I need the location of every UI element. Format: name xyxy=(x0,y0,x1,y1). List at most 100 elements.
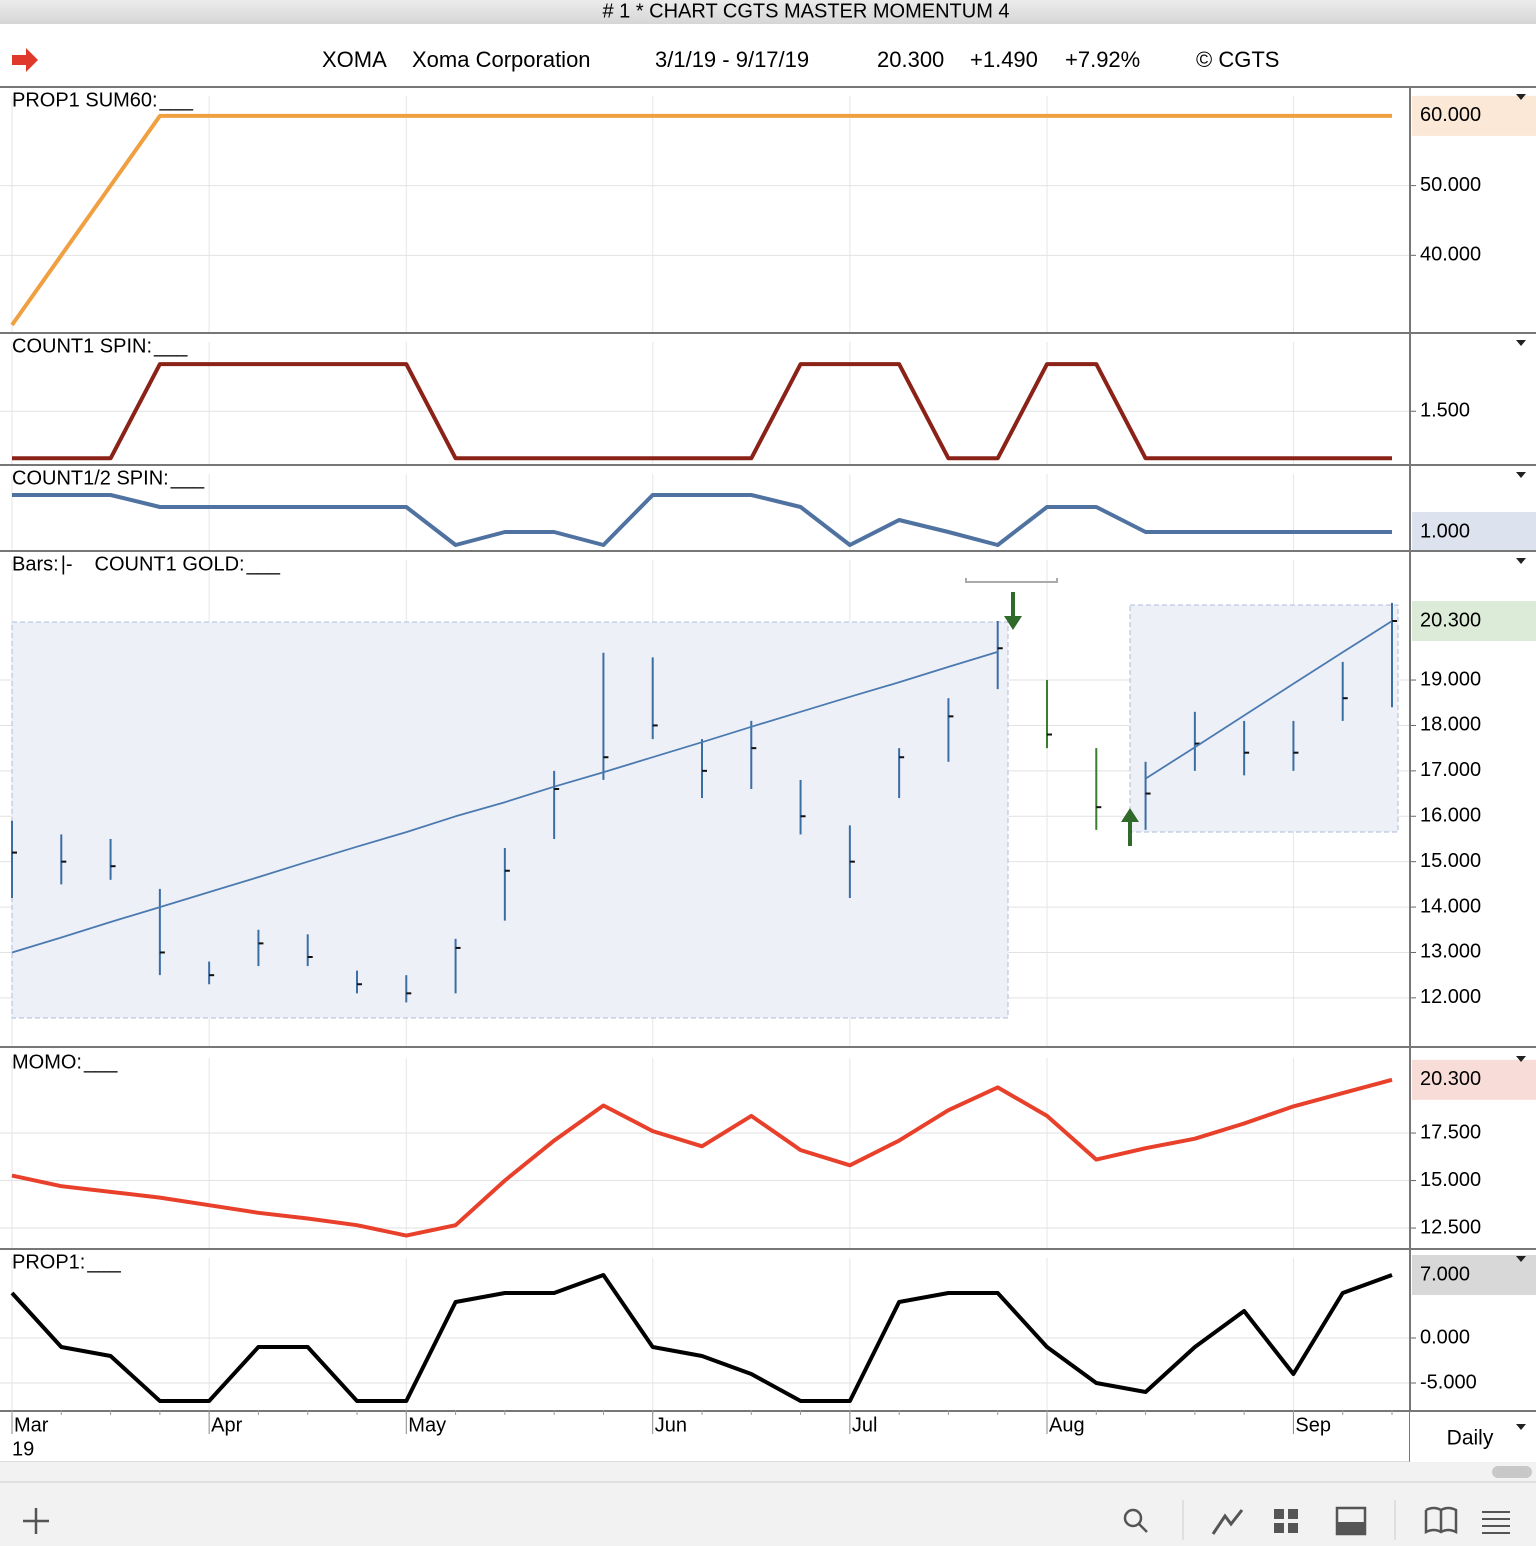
panel-menu[interactable] xyxy=(1516,472,1526,478)
y-tick-label: 15.000 xyxy=(1420,1169,1481,1191)
panel-menu[interactable] xyxy=(1516,1056,1526,1062)
x-tick-label: May xyxy=(408,1414,446,1436)
y-tick-label: 50.000 xyxy=(1420,174,1481,196)
line xyxy=(12,362,1392,461)
y-tick-label: 13.000 xyxy=(1420,941,1481,963)
menu-button[interactable] xyxy=(1482,1511,1510,1534)
search-handle xyxy=(1138,1523,1148,1533)
scrollbar[interactable] xyxy=(1492,1466,1532,1478)
title-bar xyxy=(0,0,1536,24)
x-tick-label: Aug xyxy=(1049,1414,1085,1436)
legend-marker: ___ xyxy=(159,89,194,111)
last-value-box xyxy=(1412,95,1536,136)
y-tick-label: 1.500 xyxy=(1420,400,1470,422)
line xyxy=(11,620,1393,954)
grid xyxy=(0,96,1410,332)
legend-title: COUNT1 SPIN: xyxy=(12,335,152,357)
panel-background xyxy=(0,1250,1536,1410)
grid xyxy=(0,1058,1410,1248)
last-value-label: 1.000 xyxy=(1420,520,1470,542)
legend-marker: ___ xyxy=(83,1051,118,1073)
y-tick-label: 18.000 xyxy=(1420,714,1481,736)
last-value-label: 20.300 xyxy=(1420,1068,1481,1090)
panel-menu[interactable] xyxy=(1516,340,1526,346)
last-price: 20.300 xyxy=(877,47,944,72)
last-value-box xyxy=(1412,1255,1536,1296)
panel-menu[interactable] xyxy=(1516,1256,1526,1262)
panel-background xyxy=(0,1050,1536,1248)
panel-menu[interactable] xyxy=(1516,558,1526,564)
legend-title: MOMO: xyxy=(12,1051,82,1073)
range-box xyxy=(1129,604,1399,833)
grid-button[interactable] xyxy=(1288,1523,1298,1533)
legend-marker: ___ xyxy=(170,467,205,489)
add-button[interactable] xyxy=(23,1508,49,1534)
y-tick-label: 15.000 xyxy=(1420,850,1481,872)
legend-marker: |- xyxy=(61,553,73,575)
last-value-box xyxy=(1412,1059,1536,1100)
bracket xyxy=(965,578,1058,583)
draw-button[interactable] xyxy=(1211,1509,1244,1535)
last-value-label: 20.300 xyxy=(1420,609,1481,631)
line xyxy=(11,1077,1393,1238)
x-tick-label: Jun xyxy=(655,1414,687,1436)
change: +1.490 xyxy=(970,47,1038,72)
grid-button[interactable] xyxy=(1274,1523,1284,1533)
y-tick-label: 12.000 xyxy=(1420,986,1481,1008)
x-year-label: 19 xyxy=(12,1438,34,1460)
y-tick-label: 19.000 xyxy=(1420,668,1481,690)
book-button[interactable] xyxy=(1424,1506,1458,1535)
symbol: XOMA xyxy=(322,47,387,72)
timeframe-box[interactable] xyxy=(1410,1412,1536,1462)
last-value-label: 60.000 xyxy=(1420,104,1481,126)
line xyxy=(10,113,1392,327)
legend-marker: ___ xyxy=(246,553,281,575)
y-tick-label: 0.000 xyxy=(1420,1326,1470,1348)
sell-arrow-head xyxy=(1004,616,1022,630)
x-tick-label: Mar xyxy=(14,1414,49,1436)
change-pct: +7.92% xyxy=(1065,47,1140,72)
y-tick-label: 14.000 xyxy=(1420,895,1481,917)
grid-button[interactable] xyxy=(1274,1509,1284,1519)
legend-marker: ___ xyxy=(86,1251,121,1273)
range-box xyxy=(11,621,1009,1019)
company: Xoma Corporation xyxy=(412,47,591,72)
annotations xyxy=(11,578,1399,1019)
grid-button[interactable] xyxy=(1288,1509,1298,1519)
buy-arrow-head xyxy=(1121,808,1139,822)
copyright: © CGTS xyxy=(1196,47,1279,72)
dropdown[interactable] xyxy=(1516,1424,1526,1430)
last-value-box xyxy=(1412,601,1536,642)
menu-arrow[interactable] xyxy=(12,48,38,72)
y-tick-label: 17.000 xyxy=(1420,759,1481,781)
line xyxy=(12,493,1392,547)
layout-fill xyxy=(1337,1522,1365,1534)
legend-title: PROP1 SUM60: xyxy=(12,89,158,111)
legend-label: COUNT1 GOLD: xyxy=(95,553,245,575)
window-title: # 1 * CHART CGTS MASTER MOMENTUM 4 xyxy=(602,0,1009,22)
grid xyxy=(0,1258,1410,1410)
panel-background xyxy=(0,88,1536,332)
y-tick-label: 16.000 xyxy=(1420,805,1481,827)
line xyxy=(10,1273,1393,1403)
last-value-label: 7.000 xyxy=(1420,1263,1470,1285)
toolbar xyxy=(0,1462,1536,1546)
panel-background xyxy=(0,334,1536,464)
panel-menu[interactable] xyxy=(1516,94,1526,100)
y-tick-label: -5.000 xyxy=(1420,1371,1477,1393)
y-tick-label: 12.500 xyxy=(1420,1216,1481,1238)
timeframe[interactable]: Daily xyxy=(1447,1427,1494,1450)
signal-arrows xyxy=(1004,592,1139,846)
y-tick-label: 40.000 xyxy=(1420,244,1481,266)
last-value-box xyxy=(1412,512,1536,552)
x-tick-label: Sep xyxy=(1295,1414,1331,1436)
x-tick-label: Apr xyxy=(211,1414,242,1436)
date-range: 3/1/19 - 9/17/19 xyxy=(655,47,809,72)
legend-title: COUNT1/2 SPIN: xyxy=(12,467,169,489)
legend-title: PROP1: xyxy=(12,1251,85,1273)
legend-title: Bars: xyxy=(12,553,59,575)
search-button[interactable] xyxy=(1123,1508,1143,1528)
y-tick-label: 17.500 xyxy=(1420,1121,1481,1143)
grid xyxy=(11,474,1294,550)
